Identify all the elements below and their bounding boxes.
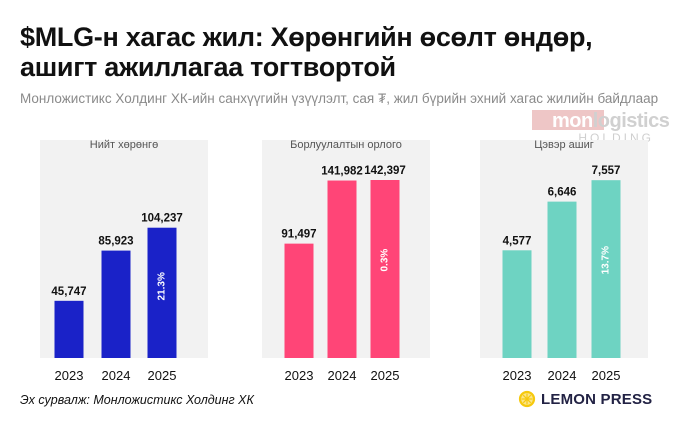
- value-label-sales-2024: 141,982: [321, 166, 363, 178]
- bar-assets-2023: [54, 300, 84, 358]
- logo-word-tail: logistics: [592, 110, 670, 132]
- value-label-assets-2023: 45,747: [51, 286, 86, 298]
- year-label-assets-2023: 2023: [55, 368, 84, 383]
- bar-profit-2023: [502, 250, 532, 358]
- value-label-profit-2025: 7,557: [592, 165, 621, 177]
- growth-label-sales: 0.3%: [380, 249, 391, 272]
- value-label-assets-2025: 104,237: [141, 213, 183, 225]
- lemon-icon: [518, 390, 536, 408]
- chart-title-assets: Нийт хөрөнгө: [89, 139, 159, 151]
- year-label-sales-2023: 2023: [285, 368, 314, 383]
- bar-sales-2025: [370, 180, 400, 358]
- growth-label-profit: 13.7%: [601, 246, 612, 274]
- bar-assets-2025: [147, 227, 177, 358]
- subtitle: Монложистикс Холдинг ХК-ийн санхүүгийн ү…: [20, 91, 659, 106]
- logo-background: [532, 110, 604, 130]
- value-label-profit-2023: 4,577: [503, 235, 532, 247]
- value-label-sales-2025: 142,397: [364, 165, 406, 177]
- bar-profit-2025: [591, 180, 621, 358]
- chart-title-sales: Борлуулалтын орлого: [290, 139, 402, 151]
- bar-sales-2024: [327, 180, 357, 358]
- year-label-sales-2024: 2024: [328, 368, 357, 383]
- page-title: $MLG-н хагас жил: Хөрөнгийн өсөлт өндөр,…: [20, 22, 593, 82]
- year-label-assets-2024: 2024: [102, 368, 131, 383]
- lemon-press-brand: LEMON PRESS: [518, 389, 652, 409]
- bar-assets-2024: [101, 250, 131, 358]
- chart-title-profit: Цэвэр ашиг: [534, 139, 594, 151]
- bar-profit-2024: [547, 201, 577, 358]
- year-label-assets-2025: 2025: [148, 368, 177, 383]
- value-label-assets-2024: 85,923: [98, 236, 133, 248]
- value-label-profit-2024: 6,646: [548, 187, 577, 199]
- year-label-profit-2023: 2023: [503, 368, 532, 383]
- year-label-profit-2025: 2025: [592, 368, 621, 383]
- brand-name: LEMON PRESS: [541, 390, 653, 408]
- logo-word-main: mon: [552, 110, 593, 132]
- value-label-sales-2023: 91,497: [281, 229, 316, 241]
- year-label-profit-2024: 2024: [548, 368, 577, 383]
- source-note: Эх сурвалж: Монложистикс Холдинг ХК: [20, 393, 254, 407]
- growth-label-assets: 21.3%: [157, 272, 168, 300]
- year-label-sales-2025: 2025: [371, 368, 400, 383]
- bar-sales-2023: [284, 243, 314, 358]
- logo-wordmark: monlogistics: [552, 110, 670, 133]
